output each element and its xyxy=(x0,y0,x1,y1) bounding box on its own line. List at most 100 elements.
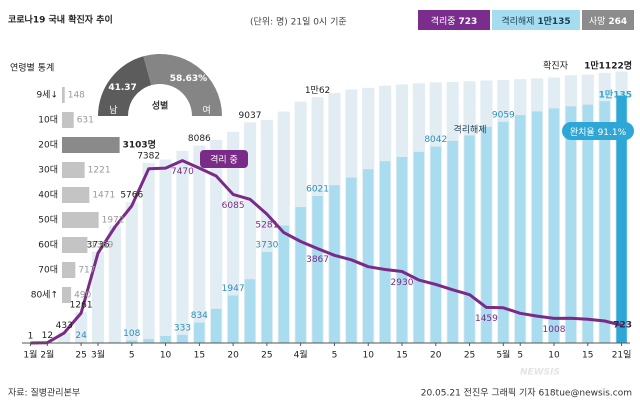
bar xyxy=(582,104,594,343)
value-label: 24 xyxy=(75,331,87,341)
badge-value: 1만135 xyxy=(537,15,570,27)
value-label: 3103명 xyxy=(123,139,156,151)
gender-chart: 41.37 남 58.63% 여 성별 xyxy=(98,54,222,116)
value-label: 7382 xyxy=(137,151,160,161)
badge-text: 사망 264 xyxy=(589,16,627,27)
value-label: 58.63% xyxy=(170,74,208,84)
badge-name: 사망 xyxy=(589,16,606,27)
bar xyxy=(62,87,65,103)
value-label: 834 xyxy=(191,311,208,321)
bar xyxy=(447,140,458,343)
category-label: 남 xyxy=(109,105,117,116)
x-tick-label: 20 xyxy=(430,351,442,361)
x-tick-label: 25 xyxy=(75,351,86,361)
value-label: 1459 xyxy=(475,314,498,324)
bar xyxy=(142,162,155,343)
value-label: 1972 xyxy=(102,216,125,226)
bar xyxy=(599,101,610,343)
bar xyxy=(126,340,138,343)
pie-slice xyxy=(143,54,222,116)
value-label: 433 xyxy=(56,321,73,331)
age-chart: 연령별 통계 9세↓ 148 10대 631 20대 3103명 30대 1221 40대 1471… xyxy=(10,62,156,303)
value-label: 41.37 xyxy=(108,83,136,93)
bar xyxy=(565,106,577,343)
x-tick-label: 10 xyxy=(548,351,560,361)
bar xyxy=(108,225,121,343)
watermark: NEWSIS xyxy=(520,368,560,378)
x-tick-label: 3월 xyxy=(91,349,105,361)
pie-slice xyxy=(98,56,152,116)
bar xyxy=(548,108,560,343)
x-tick-label: 5 xyxy=(517,351,523,361)
bar xyxy=(62,162,85,178)
value-label: 1471 xyxy=(92,191,115,201)
line xyxy=(30,159,622,345)
bar xyxy=(91,251,105,343)
bar xyxy=(514,115,526,343)
value-label: 148 xyxy=(68,91,85,101)
x-tick-label: 2월 xyxy=(40,349,54,361)
value-label: 333 xyxy=(174,323,191,333)
value-label: 631 xyxy=(77,116,94,126)
subtitle: (단위: 명) 21일 0시 기준 xyxy=(250,17,347,28)
bar xyxy=(430,146,442,343)
value-label: 1만1122명 xyxy=(584,60,632,72)
bar xyxy=(62,262,76,278)
recovery-name: 완치율 xyxy=(570,126,595,138)
bar xyxy=(176,150,189,343)
bar xyxy=(278,225,290,343)
value-label: 8042 xyxy=(424,135,447,145)
series-name: 격리해제 xyxy=(453,124,486,136)
category-label: 9세↓ xyxy=(36,90,58,101)
category-label: 50대 xyxy=(38,215,58,226)
recovery-rate: 완치율 91.1% xyxy=(570,126,627,138)
value-label: 6021 xyxy=(306,184,329,194)
value-label: 5281 xyxy=(255,221,278,231)
bar xyxy=(362,169,374,343)
bar xyxy=(210,139,223,343)
badge-value: 723 xyxy=(458,17,477,27)
source: 자료: 질병관리본부 xyxy=(8,387,80,399)
value-label: 1369 xyxy=(90,241,113,251)
bar xyxy=(62,237,88,253)
badge-name: 격리중 xyxy=(431,15,456,27)
bar xyxy=(464,135,475,343)
value-label: 723 xyxy=(613,321,632,331)
value-label: 2930 xyxy=(391,278,414,288)
value-label: 1261 xyxy=(70,301,93,311)
x-tick-label: 5월 xyxy=(496,349,510,361)
bar xyxy=(177,334,188,343)
bar xyxy=(62,187,90,203)
badges: 격리중 723 격리해제 1만135 사망 264 xyxy=(418,10,634,30)
x-tick-label: 25 xyxy=(261,351,272,361)
value-label: 1221 xyxy=(88,166,111,176)
value-label: 9037 xyxy=(239,111,262,121)
bar xyxy=(210,308,222,343)
value-label: 1947 xyxy=(222,284,245,294)
x-tick-label: 5 xyxy=(332,351,338,361)
value-label: 7470 xyxy=(171,167,194,177)
bar xyxy=(498,121,509,343)
bar xyxy=(481,126,492,343)
value-label: 5766 xyxy=(120,191,143,201)
bar xyxy=(62,137,120,153)
x-tick-label: 4월 xyxy=(294,349,308,361)
value-label: 1 xyxy=(28,331,34,341)
bar xyxy=(227,295,239,343)
category-label: 70대 xyxy=(38,265,58,276)
bar xyxy=(160,335,171,343)
value-label: 3736 xyxy=(87,240,110,250)
x-tick-label: 20 xyxy=(227,351,239,361)
bar xyxy=(159,159,172,343)
bar xyxy=(143,338,154,343)
value-label: 3730 xyxy=(255,240,278,250)
title: 코로나19 국내 확진자 추이 xyxy=(8,14,113,26)
x-tick-label: 5 xyxy=(129,351,135,361)
bar xyxy=(329,185,340,343)
bar xyxy=(227,131,240,343)
bar xyxy=(193,145,206,343)
category-label: 30대 xyxy=(38,165,58,176)
category-label: 여 xyxy=(203,104,211,116)
badge xyxy=(582,10,634,30)
